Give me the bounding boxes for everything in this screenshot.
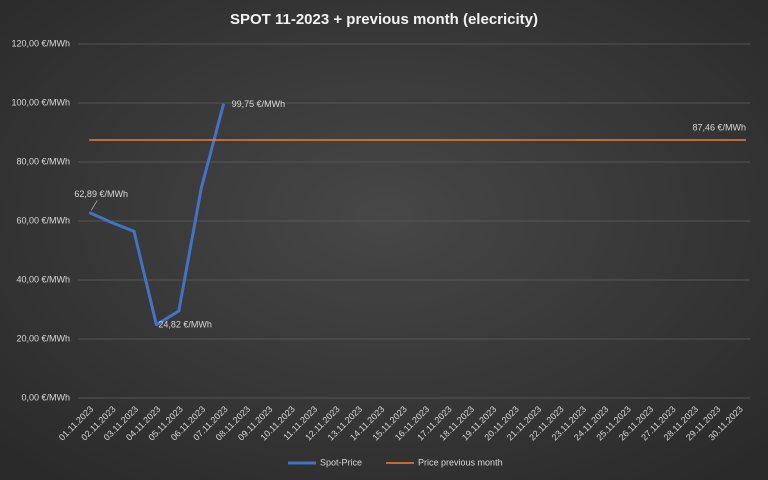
data-label: 99,75 €/MWh	[232, 99, 286, 109]
data-label: 62,89 €/MWh	[74, 189, 128, 199]
legend-label: Price previous month	[418, 457, 503, 467]
y-tick-label: 0,00 €/MWh	[21, 392, 70, 402]
y-tick-label: 60,00 €/MWh	[16, 215, 70, 225]
legend-label: Spot-Price	[320, 457, 362, 467]
y-tick-label: 80,00 €/MWh	[16, 156, 70, 166]
y-tick-label: 40,00 €/MWh	[16, 274, 70, 284]
chart-title: SPOT 11-2023 + previous month (elecricit…	[230, 11, 538, 28]
leader-line	[90, 200, 98, 211]
y-tick-label: 100,00 €/MWh	[11, 97, 70, 107]
y-tick-label: 120,00 €/MWh	[11, 38, 70, 48]
data-label: 24,82 €/MWh	[158, 320, 212, 330]
series-line	[88, 103, 226, 327]
data-label: 87,46 €/MWh	[692, 122, 746, 132]
y-tick-label: 20,00 €/MWh	[16, 333, 70, 343]
